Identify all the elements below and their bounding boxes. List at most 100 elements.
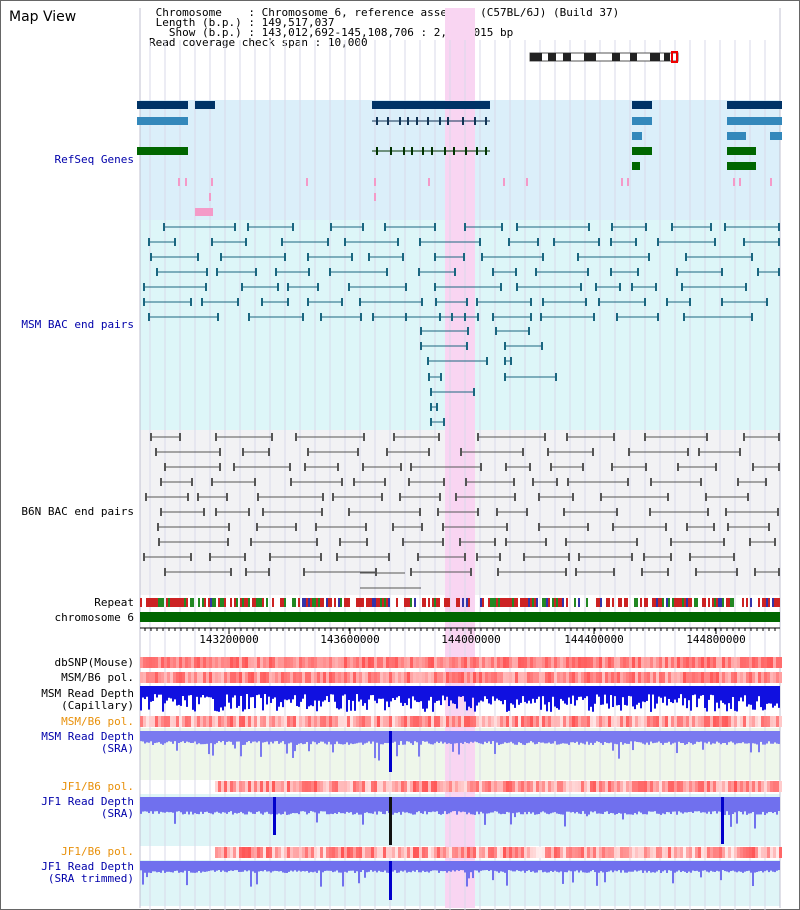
dbsnp-heat-cell — [728, 657, 731, 668]
jf1-sra-depth-bar — [624, 797, 626, 814]
repeat-mark — [680, 598, 682, 607]
b6n-bac-pair-end — [410, 568, 412, 576]
msm-sra-depth-bar — [530, 731, 532, 742]
jf1-sra-depth-bar — [622, 797, 624, 820]
msm-bac-pair-end — [237, 298, 239, 306]
refseq-gene — [727, 117, 782, 125]
msm-capillary-depth-bar — [420, 686, 422, 702]
dbsnp-heat-cell — [743, 657, 746, 668]
jf1-depth-trimmed-label[interactable]: JF1 Read Depth (SRA trimmed) — [41, 860, 134, 885]
msm-capillary-depth-bar — [504, 686, 506, 700]
jf1-pol2-heat-cell — [593, 847, 596, 858]
jf1-pol2-heat-cell — [470, 847, 473, 858]
msm-sra-depth-bar — [356, 731, 358, 744]
repeat-mark — [494, 598, 496, 607]
msm-bac-pair-end — [463, 253, 465, 261]
msm-capillary-depth-bar — [716, 686, 718, 703]
msm-capillary-depth-bar — [276, 686, 278, 711]
jf1-sra-depth-bar — [372, 797, 374, 814]
jf1-trimmed-depth-bar — [374, 861, 376, 871]
msm-bac-label[interactable]: MSM BAC end pairs — [21, 318, 134, 331]
jf1-pol2-heat-cell — [740, 847, 743, 858]
b6n-bac-label[interactable]: B6N BAC end pairs — [21, 505, 134, 518]
msm-capillary-depth-bar — [384, 686, 386, 711]
msm-capillary-depth-bar — [534, 686, 536, 703]
msm-pol-heat-cell — [554, 672, 557, 683]
msm-capillary-depth-bar — [516, 686, 518, 700]
dbsnp-heat-cell — [254, 657, 257, 668]
msm-capillary-depth-bar — [476, 686, 478, 706]
msm-sra-depth-bar — [280, 731, 282, 743]
msm-capillary-depth-bar — [416, 686, 418, 702]
dbsnp-heat-cell — [425, 657, 428, 668]
jf1-depth-sra-label[interactable]: JF1 Read Depth (SRA) — [41, 795, 134, 820]
jf1-b6-pol-label[interactable]: JF1/B6 pol. — [61, 780, 134, 793]
msm-capillary-depth-bar — [478, 686, 480, 703]
dbsnp-heat-cell — [206, 657, 209, 668]
msm-pol2-heat-cell — [635, 716, 638, 727]
jf1-pol-heat-cell — [464, 781, 467, 792]
jf1-pol-heat-cell — [425, 781, 428, 792]
msm-capillary-depth-bar — [572, 686, 574, 696]
jf1-pol2-heat-cell — [734, 847, 737, 858]
jf1-sra-depth-bar — [460, 797, 462, 813]
jf1-trimmed-depth-bar — [574, 861, 576, 872]
jf1-b6-pol-2-label[interactable]: JF1/B6 pol. — [61, 845, 134, 858]
msm-sra-depth-bar — [676, 731, 678, 754]
dbsnp-heat-cell — [773, 657, 776, 668]
jf1-pol-heat-cell — [719, 781, 722, 792]
msm-pol2-heat-cell — [188, 716, 191, 727]
msm-pol2-heat-cell — [338, 716, 341, 727]
msm-sra-depth-bar — [472, 731, 474, 743]
msm-b6-pol-label[interactable]: MSM/B6 pol. — [61, 671, 134, 684]
b6n-bac-pair-end — [644, 433, 646, 441]
msm-capillary-depth-bar — [444, 686, 446, 701]
jf1-pol-heat-cell — [290, 781, 293, 792]
msm-pol-heat-cell — [209, 672, 212, 683]
msm-sra-depth-bar — [224, 731, 226, 745]
dbsnp-heat-cell — [416, 657, 419, 668]
msm-capillary-depth-bar — [176, 686, 178, 706]
jf1-trimmed-depth-bar — [430, 861, 432, 872]
msm-bac-pair-end — [359, 298, 361, 306]
jf1-pol-heat-cell — [740, 781, 743, 792]
msm-sra-depth-bar — [608, 731, 610, 744]
msm-pol-heat-cell — [176, 672, 179, 683]
msm-capillary-depth-bar — [628, 686, 630, 696]
jf1-pol-heat-cell — [599, 781, 602, 792]
repeat-label[interactable]: Repeat — [94, 596, 134, 609]
msm-pol-heat-cell — [167, 672, 170, 683]
msm-sra-depth-bar — [504, 731, 506, 743]
msm-sra-depth-bar — [598, 731, 600, 742]
msm-depth-sra-label[interactable]: MSM Read Depth (SRA) — [41, 730, 134, 755]
jf1-sra-depth-bar — [172, 797, 174, 813]
msm-pol-heat-cell — [227, 672, 230, 683]
msm-pol-heat-cell — [641, 672, 644, 683]
msm-sra-depth-bar — [172, 731, 174, 744]
jf1-trimmed-depth-bar — [736, 861, 738, 873]
jf1-pol2-heat-cell — [569, 847, 572, 858]
msm-pol2-heat-cell — [662, 716, 665, 727]
jf1-sra-depth-bar — [528, 797, 530, 812]
jf1-trimmed-depth-bar — [526, 861, 528, 872]
jf1-sra-depth-bar — [540, 797, 542, 813]
jf1-sra-depth-bar — [256, 797, 258, 812]
chromosome-label[interactable]: chromosome 6 — [54, 611, 134, 624]
snp-mark — [178, 178, 180, 186]
jf1-pol-heat-cell — [722, 781, 725, 792]
jf1-trimmed-depth-bar — [640, 861, 642, 871]
msm-capillary-depth-bar — [422, 686, 424, 709]
msm-b6-pol-2-label[interactable]: MSM/B6 pol. — [61, 715, 134, 728]
msm-pol2-heat-cell — [707, 716, 710, 727]
msm-sra-depth-bar — [438, 731, 440, 744]
dbsnp-label[interactable]: dbSNP(Mouse) — [54, 656, 134, 669]
msm-sra-depth-bar — [384, 731, 386, 743]
jf1-sra-depth-bar — [696, 797, 698, 812]
msm-sra-depth-bar — [354, 731, 356, 744]
msm-depth-capillary-label[interactable]: MSM Read Depth (Capillary) — [41, 687, 134, 712]
jf1-trimmed-depth-bar — [570, 861, 572, 872]
refseq-genes-label[interactable]: RefSeq Genes — [54, 153, 134, 166]
msm-capillary-depth-bar — [372, 686, 374, 696]
dbsnp-heat-cell — [404, 657, 407, 668]
